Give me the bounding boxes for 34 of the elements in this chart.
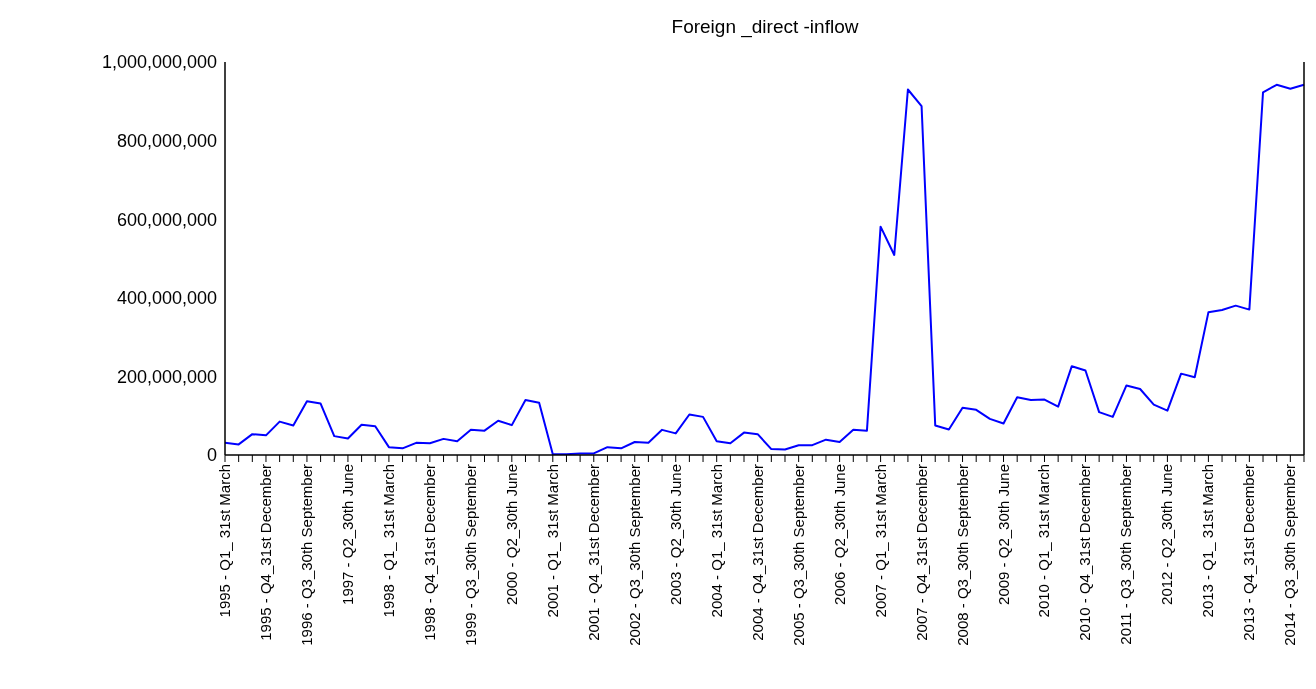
x-tick-label: 2008 - Q3_30th September — [953, 464, 971, 646]
x-tick-label: 2001 - Q4_31st December — [584, 464, 602, 641]
x-tick-label: 1995 - Q4_31st December — [256, 464, 274, 641]
x-tick-label: 1998 - Q4_31st December — [420, 464, 438, 641]
x-tick-label: 2012 - Q2_30th June — [1158, 464, 1176, 605]
x-tick-label: 1998 - Q1_ 31st March — [379, 464, 397, 618]
x-tick-label: 1996 - Q3_30th September — [297, 464, 315, 646]
x-tick-label: 2007 - Q1_ 31st March — [871, 464, 889, 618]
y-tick-label: 200,000,000 — [116, 366, 217, 387]
x-tick-label: 2011 - Q3_30th September — [1117, 464, 1135, 645]
x-tick-label: 2001 - Q1_ 31st March — [543, 464, 561, 618]
y-tick-label: 600,000,000 — [116, 209, 217, 230]
x-tick-label: 1999 - Q3_30th September — [461, 464, 479, 646]
chart-title: Foreign _direct -inflow — [670, 16, 860, 38]
y-tick-label: 400,000,000 — [116, 288, 217, 309]
x-tick-label: 2010 - Q4_31st December — [1076, 464, 1094, 641]
x-tick-label: 2013 - Q1_ 31st March — [1199, 464, 1217, 618]
x-tick-label: 2007 - Q4_31st December — [912, 464, 930, 641]
x-tick-label: 2003 - Q2_30th June — [666, 464, 684, 605]
y-tick-label: 800,000,000 — [116, 130, 217, 151]
y-tick-label: 1,000,000,000 — [101, 52, 217, 73]
y-tick-label: 0 — [206, 445, 217, 466]
x-tick-label: 1997 - Q2_30th June — [338, 464, 356, 605]
x-tick-label: 2013 - Q4_31st December — [1240, 464, 1258, 641]
x-tick-label: 2009 - Q2_30th June — [994, 464, 1012, 605]
x-tick-label: 2006 - Q2_30th June — [830, 464, 848, 605]
x-tick-label: 2014 - Q3_30th September — [1281, 464, 1299, 646]
x-tick-label: 2004 - Q4_31st December — [748, 464, 766, 641]
x-tick-label: 1995 - Q1_ 31st March — [216, 464, 233, 618]
x-tick-label: 2004 - Q1_ 31st March — [707, 464, 725, 618]
x-tick-label: 2005 - Q3_30th September — [789, 464, 807, 646]
x-tick-label: 2002 - Q3_30th September — [625, 464, 643, 646]
x-tick-label: 2000 - Q2_30th June — [502, 464, 520, 605]
x-tick-label: 2010 - Q1_ 31st March — [1035, 464, 1053, 618]
